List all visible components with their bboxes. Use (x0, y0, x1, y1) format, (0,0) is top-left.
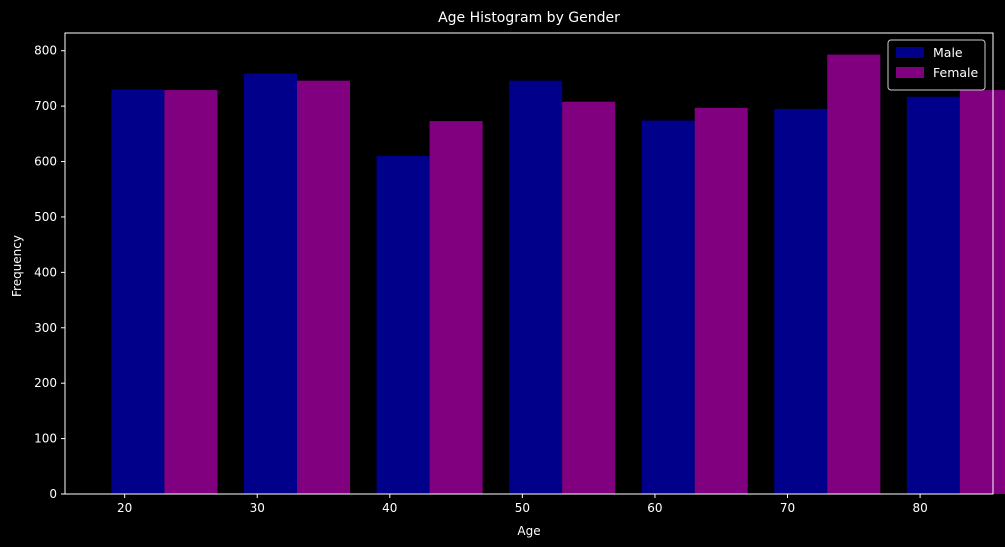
x-tick-label: 80 (912, 501, 927, 515)
x-tick-label: 60 (647, 501, 662, 515)
legend-swatch-female (896, 67, 924, 78)
bar-female-20 (164, 90, 218, 494)
y-tick-label: 100 (34, 432, 57, 446)
plot-frame (64, 32, 994, 495)
chart-title: Age Histogram by Gender (438, 10, 620, 26)
y-axis-label: Frequency (10, 235, 24, 297)
x-tick-label: 50 (515, 501, 530, 515)
x-tick-label: 20 (117, 501, 132, 515)
bar-female-70 (827, 54, 881, 494)
bar-male-60 (641, 120, 695, 495)
x-tick-label: 30 (250, 501, 265, 515)
bar-female-80 (959, 90, 1005, 494)
x-tick-label: 40 (382, 501, 397, 515)
x-axis: 20 30 40 50 60 70 80 (117, 494, 928, 515)
y-axis: 0 100 200 300 400 500 600 700 800 (34, 44, 65, 501)
bar-female-40 (429, 121, 483, 494)
bar-female-60 (694, 107, 748, 494)
bar-female-50 (562, 101, 616, 495)
bar-female-30 (297, 80, 351, 495)
y-tick-label: 600 (34, 155, 57, 169)
legend-label-male: Male (933, 45, 963, 60)
y-tick-label: 300 (34, 321, 57, 335)
bar-male-30 (243, 73, 297, 495)
bar-male-50 (509, 80, 563, 495)
y-tick-label: 700 (34, 99, 57, 113)
y-tick-label: 500 (34, 210, 57, 224)
bar-male-40 (376, 156, 430, 495)
legend-swatch-male (896, 47, 924, 58)
y-tick-label: 0 (49, 487, 57, 501)
y-tick-label: 200 (34, 376, 57, 390)
bar-layer (111, 54, 1005, 495)
bar-male-20 (111, 89, 165, 494)
x-tick-label: 70 (780, 501, 795, 515)
legend: Male Female (887, 39, 986, 91)
bar-male-70 (774, 108, 828, 495)
y-tick-label: 400 (34, 265, 57, 279)
bar-male-80 (906, 96, 960, 494)
y-tick-label: 800 (34, 44, 57, 58)
legend-label-female: Female (933, 65, 979, 80)
x-axis-label: Age (517, 524, 540, 538)
